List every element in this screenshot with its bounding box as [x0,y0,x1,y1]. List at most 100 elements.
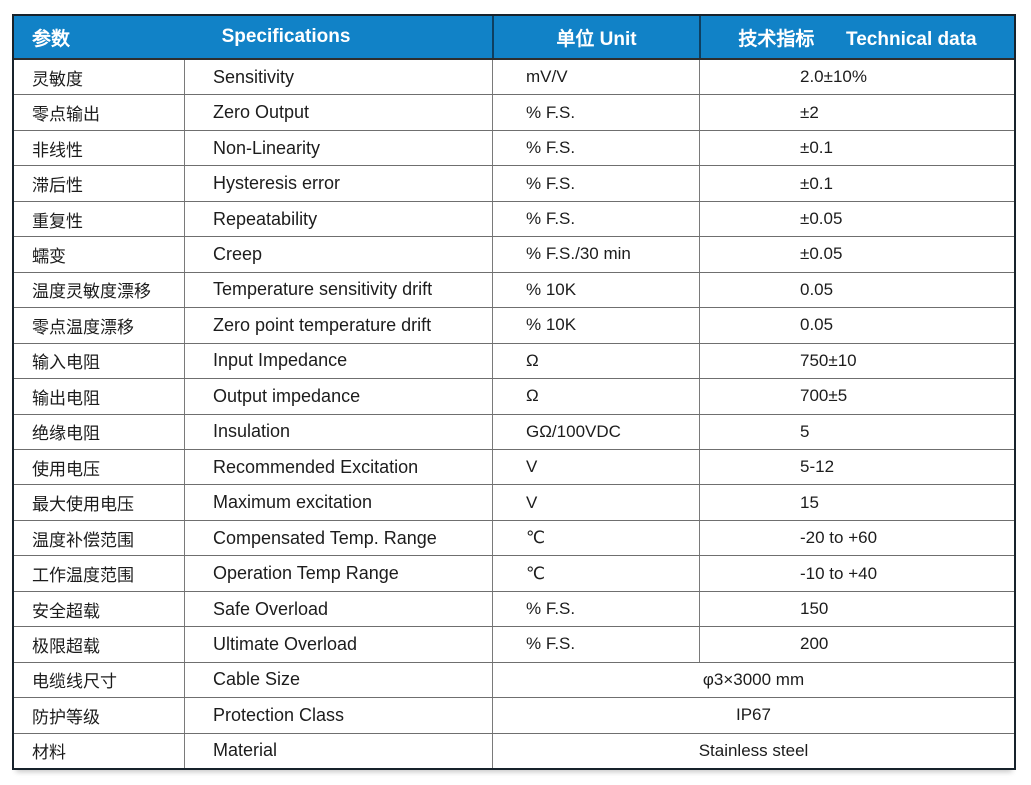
table-row: 防护等级 Protection Class IP67 [14,697,1014,733]
column-header-parameter: 参数 [32,28,71,50]
param-zh-cell: 防护等级 [32,707,100,727]
column-header-unit: 单位 Unit [492,16,699,58]
spec-en-cell: Sensitivity [184,60,492,95]
param-zh-cell: 温度补偿范围 [32,530,134,550]
unit-cell: % F.S. [492,95,699,130]
param-zh-cell: 输入电阻 [32,353,100,373]
param-zh-cell: 最大使用电压 [32,495,134,515]
table-row: 非线性 Non-Linearity% F.S. ±0.1 [14,129,1014,166]
value-cell: ±0.1 [699,166,1014,201]
param-zh-cell: 蠕变 [32,246,66,266]
spec-en-cell: Input Impedance [184,343,492,379]
unit-cell: % F.S. [492,591,699,627]
unit-cell: V [492,449,699,485]
unit-cell: % 10K [492,308,699,343]
unit-cell: ℃ [492,556,699,591]
param-zh-cell: 零点温度漂移 [32,317,134,337]
param-zh-cell: 电缆线尺寸 [32,672,117,692]
value-cell: 700±5 [699,379,1014,414]
table-row: 使用电压 Recommended Excitation V 5-12 [14,448,1014,485]
param-zh-cell: 材料 [32,743,66,763]
unit-cell: % 10K [492,272,699,308]
unit-cell: V [492,485,699,520]
value-cell: ±2 [699,95,1014,130]
merged-value-cell: Stainless steel [492,733,1014,769]
table-row: 零点温度漂移 Zero point temperature drift% 10K 0… [14,307,1014,343]
param-zh-cell: 温度灵敏度漂移 [32,282,151,302]
merged-value-cell: φ3×3000 mm [492,662,1014,698]
spec-en-cell: Material [184,733,492,769]
unit-cell: % F.S./30 min [492,237,699,272]
param-zh-cell: 灵敏度 [32,69,83,89]
spec-en-cell: Ultimate Overload [184,627,492,662]
spec-en-cell: Insulation [184,414,492,449]
value-cell: -10 to +40 [699,556,1014,591]
param-zh-cell: 滞后性 [32,176,83,196]
param-zh-cell: 使用电压 [32,459,100,479]
column-header-specifications: Specifications [221,26,351,47]
table-row: 温度灵敏度漂移 Temperature sensitivity drift% 10… [14,271,1014,308]
table-header-row: 参数 Specifications 单位 Unit 技术指标 Technical… [14,16,1014,60]
unit-cell: % F.S. [492,166,699,201]
merged-value-cell: IP67 [492,698,1014,733]
table-row: 最大使用电压 Maximum excitation V 15 [14,484,1014,520]
spec-en-cell: Hysteresis error [184,166,492,201]
param-zh-cell: 极限超载 [32,636,100,656]
table-row: 滞后性 Hysteresis error% F.S. ±0.1 [14,165,1014,201]
param-zh-cell: 非线性 [32,140,83,160]
table-row: 灵敏度 Sensitivity mV/V 2.0±10% [14,60,1014,95]
unit-cell: % F.S. [492,201,699,237]
table-row: 电缆线尺寸 Cable Size φ3×3000 mm [14,661,1014,698]
table-row: 安全超载 Safe Overload% F.S. 150 [14,590,1014,627]
table-row: 绝缘电阻 Insulation GΩ/100VDC 5 [14,413,1014,449]
table-row: 重复性 Repeatability% F.S. ±0.05 [14,200,1014,237]
specifications-table: 参数 Specifications 单位 Unit 技术指标 Technical… [12,14,1016,770]
spec-en-cell: Temperature sensitivity drift [184,272,492,308]
value-cell: 150 [699,591,1014,627]
param-zh-cell: 重复性 [32,211,83,231]
table-row: 极限超载 Ultimate Overload% F.S. 200 [14,626,1014,662]
param-zh-cell: 零点输出 [32,105,100,125]
unit-cell: Ω [492,379,699,414]
spec-en-cell: Creep [184,237,492,272]
table-row: 蠕变 Creep% F.S./30 min ±0.05 [14,236,1014,272]
spec-en-cell: Compensated Temp. Range [184,520,492,556]
value-cell: 750±10 [699,343,1014,379]
column-header-technical-data: 技术指标 Technical data [699,16,1014,58]
spec-en-cell: Safe Overload [184,591,492,627]
value-cell: 2.0±10% [699,60,1014,95]
param-zh-cell: 工作温度范围 [32,566,134,586]
value-cell: 5-12 [699,449,1014,485]
value-cell: 15 [699,485,1014,520]
table-row: 输出电阻 Output impedance Ω 700±5 [14,378,1014,414]
spec-en-cell: Non-Linearity [184,130,492,166]
table-row: 工作温度范围 Operation Temp Range ℃ -10 to +40 [14,555,1014,591]
spec-en-cell: Repeatability [184,201,492,237]
value-cell: -20 to +60 [699,520,1014,556]
param-zh-cell: 绝缘电阻 [32,424,100,444]
spec-en-cell: Zero Output [184,95,492,130]
param-zh-cell: 安全超载 [32,601,100,621]
spec-en-cell: Cable Size [184,662,492,698]
value-cell: ±0.05 [699,201,1014,237]
spec-en-cell: Maximum excitation [184,485,492,520]
unit-cell: % F.S. [492,627,699,662]
param-zh-cell: 输出电阻 [32,388,100,408]
unit-cell: Ω [492,343,699,379]
value-cell: 0.05 [699,272,1014,308]
spec-en-cell: Recommended Excitation [184,449,492,485]
spec-en-cell: Output impedance [184,379,492,414]
value-cell: ±0.1 [699,130,1014,166]
unit-cell: mV/V [492,60,699,95]
spec-en-cell: Protection Class [184,698,492,733]
table-row: 材料 Material Stainless steel [14,732,1014,769]
spec-en-cell: Operation Temp Range [184,556,492,591]
unit-cell: % F.S. [492,130,699,166]
value-cell: 200 [699,627,1014,662]
table-row: 温度补偿范围 Compensated Temp. Range ℃ -20 to +60 [14,519,1014,556]
unit-cell: GΩ/100VDC [492,414,699,449]
table-row: 输入电阻 Input Impedance Ω 750±10 [14,342,1014,379]
value-cell: 0.05 [699,308,1014,343]
table-row: 零点输出 Zero Output% F.S. ±2 [14,94,1014,130]
